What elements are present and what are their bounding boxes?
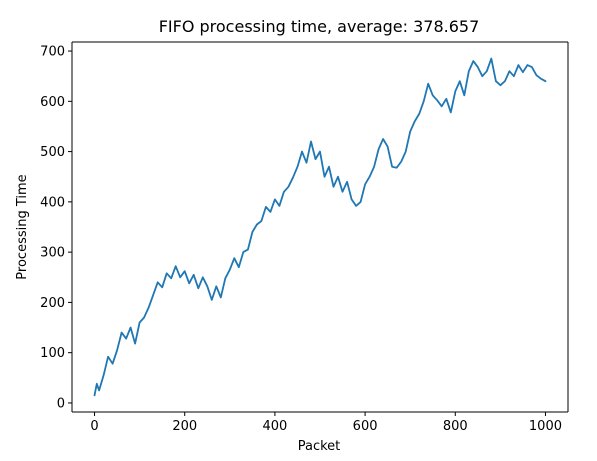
y-tick-label: 600 [40, 95, 65, 110]
chart-title: FIFO processing time, average: 378.657 [159, 17, 480, 36]
series-line-0 [93, 57, 547, 397]
y-tick-label: 700 [40, 45, 65, 60]
y-tick-label: 400 [40, 195, 65, 210]
x-tick-label: 1000 [529, 419, 562, 434]
x-tick-label: 800 [443, 419, 468, 434]
y-tick-label: 100 [40, 346, 65, 361]
y-tick-label: 500 [40, 145, 65, 160]
plot-area: 0 200 400 600 800 1000 0 100 200 300 400 500 600 700 [40, 41, 569, 434]
x-tick-label: 600 [353, 419, 378, 434]
y-tick-label: 300 [40, 246, 65, 261]
x-tick-label: 400 [262, 419, 287, 434]
y-tick-label: 200 [40, 296, 65, 311]
y-tick-label: 0 [57, 396, 65, 411]
x-tick-label: 0 [90, 419, 98, 434]
x-tick-label: 200 [172, 419, 197, 434]
x-axis-label: Packet [298, 439, 341, 454]
y-axis-label: Processing Time [15, 174, 30, 279]
